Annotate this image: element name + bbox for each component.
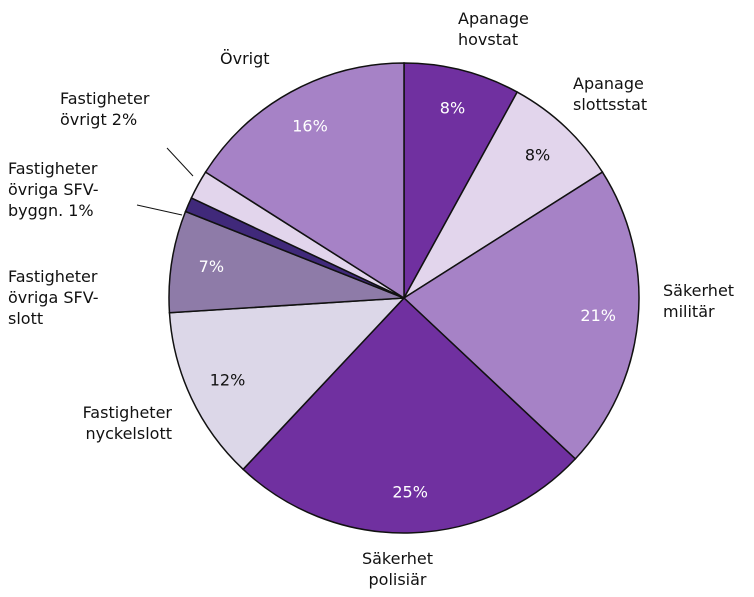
category-label: Fastigheter övrigt 2% xyxy=(60,89,150,129)
value-label: 16% xyxy=(292,117,328,136)
value-label: 25% xyxy=(392,482,428,501)
value-label: 7% xyxy=(199,257,224,276)
category-label: Fastigheter övriga SFV-byggn. 1% xyxy=(8,159,99,220)
category-label: Övrigt xyxy=(220,49,270,68)
value-label: 8% xyxy=(440,99,465,118)
leader-line xyxy=(166,147,194,177)
pie-slice xyxy=(168,210,405,314)
pie-slice xyxy=(402,171,640,460)
pie-slice xyxy=(242,296,577,534)
value-label: 12% xyxy=(210,371,246,390)
category-label: Fastigheter nyckelslott xyxy=(82,403,172,443)
value-label: 8% xyxy=(525,145,550,164)
category-label: Fastigheter övriga SFV-slott xyxy=(8,267,99,328)
category-label: Säkerhet polisiär xyxy=(361,549,434,589)
pie-slice xyxy=(168,297,406,471)
pie-slice xyxy=(403,62,519,299)
category-label: Säkerhet militär xyxy=(663,281,735,321)
category-label: Apanage slottsstat xyxy=(573,74,648,114)
category-label: Apanage hovstat xyxy=(458,9,529,49)
value-label: 21% xyxy=(580,306,616,325)
leader-line xyxy=(136,204,183,216)
pie-slice xyxy=(204,62,405,300)
pie-slice xyxy=(403,91,604,299)
